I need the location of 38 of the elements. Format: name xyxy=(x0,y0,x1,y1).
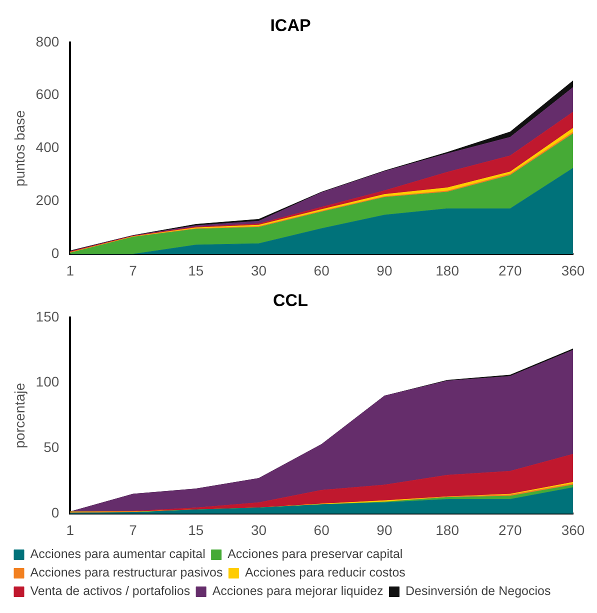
x-tick-label: 360 xyxy=(561,262,585,278)
x-tick-label: 270 xyxy=(498,262,522,278)
legend-label: Acciones para mejorar liquidez xyxy=(212,584,384,598)
x-tick-label: 90 xyxy=(376,522,392,538)
x-tick-label: 15 xyxy=(188,522,204,538)
x-tick-label: 60 xyxy=(314,262,330,278)
y-tick-label: 150 xyxy=(36,308,60,324)
y-tick-label: 600 xyxy=(36,86,60,102)
chart-title: ICAP xyxy=(270,16,311,35)
legend-label: Acciones para aumentar capital xyxy=(30,547,206,562)
legend-label: Desinversión de Negocios xyxy=(405,584,551,598)
y-tick-label: 0 xyxy=(51,504,60,521)
x-tick-label: 30 xyxy=(250,262,267,278)
x-tick-label: 7 xyxy=(129,522,138,538)
x-tick-label: 7 xyxy=(129,262,138,278)
y-axis-title: puntos base xyxy=(11,110,28,186)
x-tick-label: 180 xyxy=(436,522,460,538)
legend-label: Acciones para reducir costos xyxy=(244,566,406,580)
legend-label: Acciones para restructurar pasivos xyxy=(30,566,223,580)
x-tick-label: 90 xyxy=(376,262,392,278)
y-tick-label: 800 xyxy=(36,33,60,50)
x-tick-label: 1 xyxy=(66,522,74,538)
legend-label: Venta de activos / portafolios xyxy=(30,584,190,598)
x-tick-label: 180 xyxy=(436,262,460,278)
x-tick-label: 360 xyxy=(561,522,585,538)
y-tick-label: 0 xyxy=(51,245,60,262)
legend-label: Acciones para preservar capital xyxy=(228,547,403,562)
x-tick-label: 15 xyxy=(188,262,204,278)
y-axis-title: porcentaje xyxy=(11,382,28,448)
x-tick-label: 1 xyxy=(66,262,74,278)
y-tick-label: 100 xyxy=(36,374,60,390)
x-tick-label: 270 xyxy=(498,522,522,538)
x-tick-label: 60 xyxy=(314,522,330,538)
x-tick-label: 30 xyxy=(250,522,267,538)
chart-title: CCL xyxy=(273,290,308,310)
y-tick-label: 200 xyxy=(36,192,60,208)
y-tick-label: 50 xyxy=(44,439,60,456)
y-tick-label: 400 xyxy=(36,139,60,156)
